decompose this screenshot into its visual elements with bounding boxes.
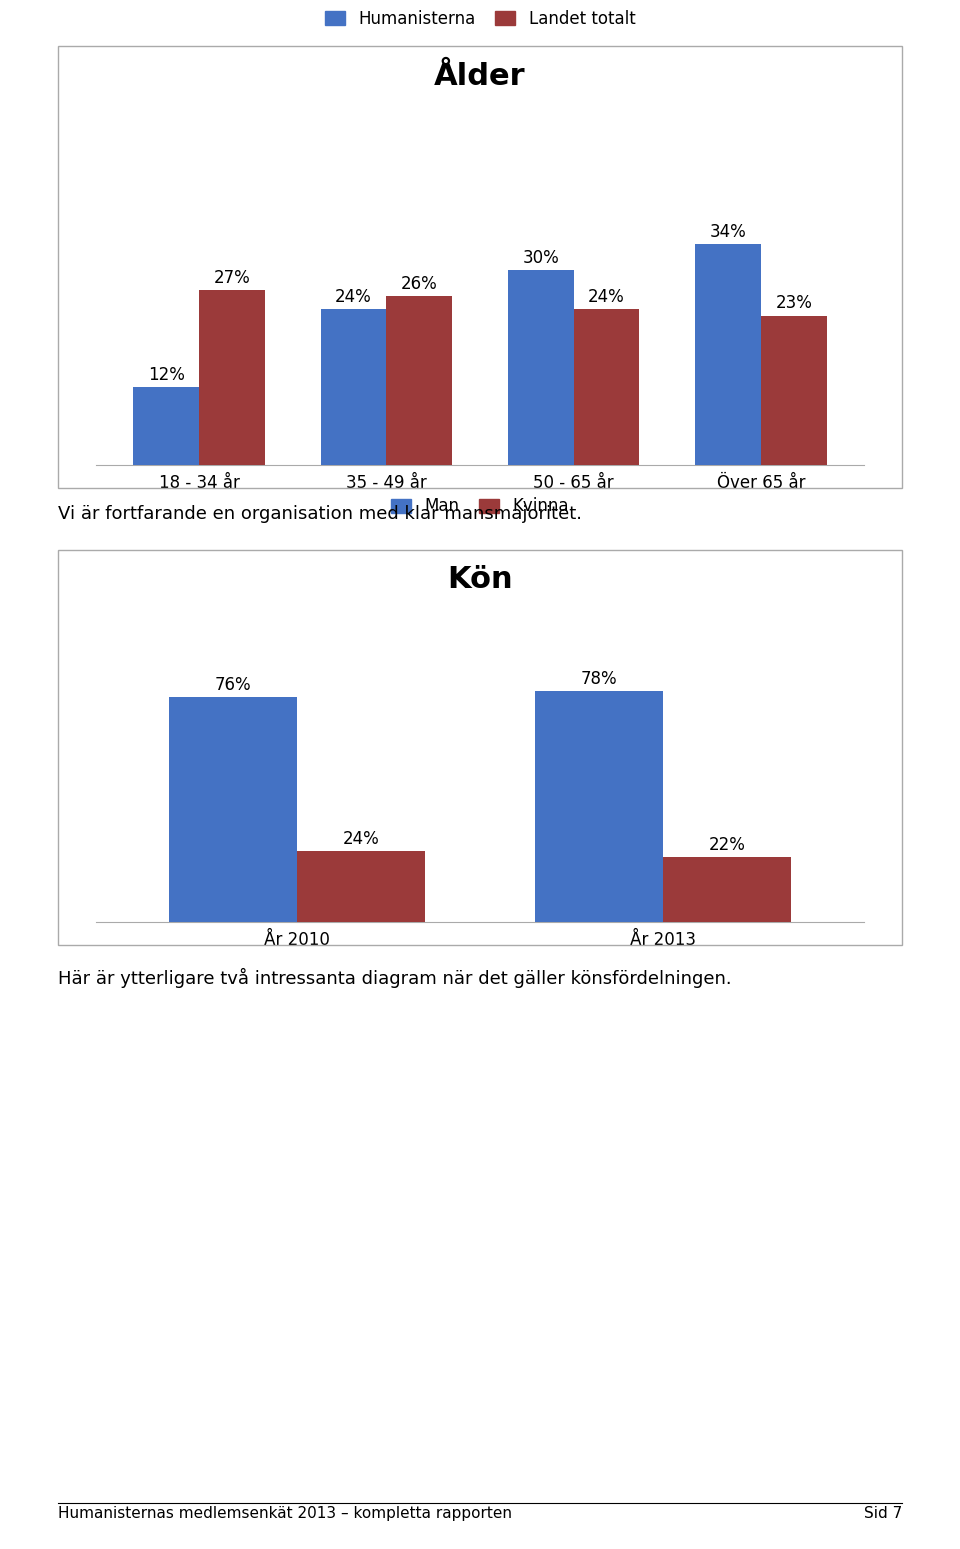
Bar: [574, 310, 639, 465]
Text: 12%: 12%: [148, 366, 184, 384]
Text: Ålder: Ålder: [434, 62, 526, 91]
Bar: [695, 245, 761, 465]
Text: 27%: 27%: [213, 268, 251, 287]
Text: 26%: 26%: [400, 276, 438, 293]
Bar: [298, 850, 425, 922]
Bar: [386, 296, 452, 465]
Bar: [535, 691, 662, 922]
Bar: [169, 697, 298, 922]
Text: Vi är fortfarande en organisation med klar mansmajoritet.: Vi är fortfarande en organisation med kl…: [58, 505, 582, 524]
Bar: [662, 857, 791, 922]
Text: 76%: 76%: [215, 675, 252, 694]
Text: 78%: 78%: [581, 671, 617, 688]
Text: 22%: 22%: [708, 835, 745, 853]
Bar: [199, 290, 265, 465]
Text: 23%: 23%: [776, 294, 812, 313]
Bar: [508, 271, 574, 465]
Legend: Man, Kvinna: Man, Kvinna: [391, 497, 569, 516]
Text: Kön: Kön: [447, 565, 513, 595]
Text: 30%: 30%: [522, 249, 560, 266]
Text: Sid 7: Sid 7: [864, 1506, 902, 1521]
Legend: Humanisterna, Landet totalt: Humanisterna, Landet totalt: [324, 9, 636, 28]
Bar: [321, 310, 386, 465]
Text: 24%: 24%: [588, 288, 625, 307]
Text: 24%: 24%: [335, 288, 372, 307]
Text: Humanisternas medlemsenkät 2013 – kompletta rapporten: Humanisternas medlemsenkät 2013 – komple…: [58, 1506, 512, 1521]
Bar: [133, 387, 199, 465]
Text: 34%: 34%: [709, 223, 747, 242]
Bar: [761, 316, 827, 465]
Text: Här är ytterligare två intressanta diagram när det gäller könsfördelningen.: Här är ytterligare två intressanta diagr…: [58, 968, 732, 988]
Text: 24%: 24%: [343, 830, 379, 847]
